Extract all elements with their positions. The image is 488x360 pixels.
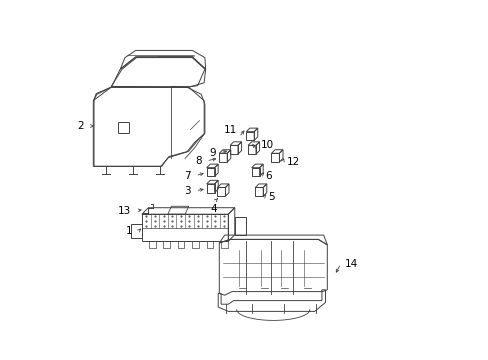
Text: 14: 14 xyxy=(345,258,358,269)
Text: 4: 4 xyxy=(210,204,216,215)
Text: 1: 1 xyxy=(125,226,132,236)
Text: 7: 7 xyxy=(184,171,191,181)
Text: 2: 2 xyxy=(78,121,84,131)
Text: 11: 11 xyxy=(224,125,237,135)
Text: 8: 8 xyxy=(195,156,202,166)
Text: 5: 5 xyxy=(268,192,274,202)
Text: 12: 12 xyxy=(286,157,300,167)
Text: 3: 3 xyxy=(184,186,191,196)
Text: 13: 13 xyxy=(118,206,131,216)
Text: 6: 6 xyxy=(265,171,271,181)
Text: 9: 9 xyxy=(209,148,215,158)
Text: 10: 10 xyxy=(260,140,273,150)
